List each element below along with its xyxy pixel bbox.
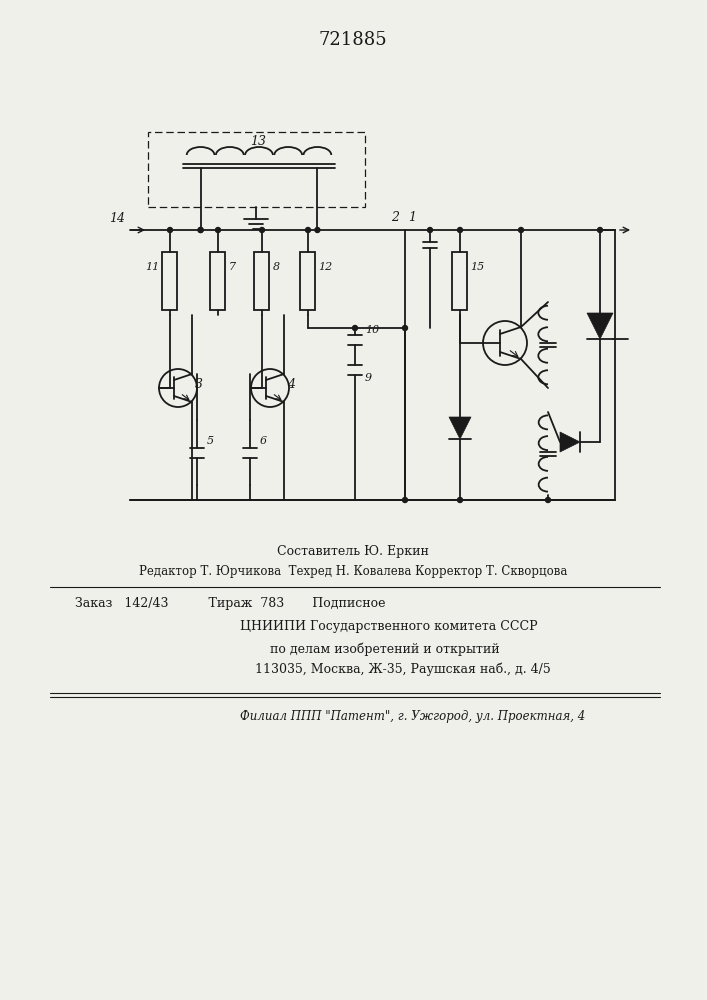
Circle shape bbox=[457, 228, 462, 232]
Text: 15: 15 bbox=[470, 261, 485, 271]
Circle shape bbox=[428, 228, 433, 232]
Text: 12: 12 bbox=[318, 261, 333, 271]
Circle shape bbox=[198, 228, 203, 232]
Text: по делам изобретений и открытий: по делам изобретений и открытий bbox=[270, 642, 500, 656]
Text: 5: 5 bbox=[207, 436, 214, 446]
Text: 11: 11 bbox=[145, 261, 160, 271]
Text: 6: 6 bbox=[260, 436, 267, 446]
Circle shape bbox=[597, 228, 602, 232]
Text: 9: 9 bbox=[365, 373, 372, 383]
Text: 721885: 721885 bbox=[319, 31, 387, 49]
Text: Заказ   142/43          Тираж  783       Подписное: Заказ 142/43 Тираж 783 Подписное bbox=[75, 597, 385, 610]
Text: 7: 7 bbox=[228, 261, 235, 271]
Circle shape bbox=[259, 228, 264, 232]
Circle shape bbox=[518, 228, 523, 232]
Text: 1: 1 bbox=[408, 211, 416, 224]
Text: Редактор Т. Юрчикова  Техред Н. Ковалева Корректор Т. Скворцова: Редактор Т. Юрчикова Техред Н. Ковалева … bbox=[139, 565, 567, 578]
Circle shape bbox=[168, 228, 173, 232]
Circle shape bbox=[216, 228, 221, 232]
Circle shape bbox=[402, 497, 407, 502]
Bar bbox=[255, 252, 269, 310]
Text: 8: 8 bbox=[272, 261, 280, 271]
Text: 2: 2 bbox=[391, 211, 399, 224]
Polygon shape bbox=[449, 417, 471, 439]
Circle shape bbox=[353, 326, 358, 330]
Bar bbox=[163, 252, 177, 310]
Text: Составитель Ю. Еркин: Составитель Ю. Еркин bbox=[277, 545, 429, 558]
Text: 4: 4 bbox=[287, 378, 295, 391]
Bar bbox=[148, 132, 365, 207]
Text: ЦНИИПИ Государственного комитета СССР: ЦНИИПИ Государственного комитета СССР bbox=[240, 620, 537, 633]
Bar bbox=[211, 252, 226, 310]
Text: Филиал ППП "Патент", г. Ужгород, ул. Проектная, 4: Филиал ППП "Патент", г. Ужгород, ул. Про… bbox=[240, 710, 585, 723]
Text: 13: 13 bbox=[250, 135, 266, 148]
Circle shape bbox=[198, 228, 203, 232]
Text: 10: 10 bbox=[365, 325, 379, 335]
Circle shape bbox=[305, 228, 310, 232]
Polygon shape bbox=[560, 432, 580, 452]
Text: 14: 14 bbox=[109, 212, 125, 225]
Text: 113035, Москва, Ж-35, Раушская наб., д. 4/5: 113035, Москва, Ж-35, Раушская наб., д. … bbox=[255, 663, 551, 676]
Circle shape bbox=[402, 326, 407, 330]
Circle shape bbox=[546, 497, 551, 502]
Text: 3: 3 bbox=[195, 378, 203, 391]
Bar bbox=[300, 252, 315, 310]
Circle shape bbox=[315, 228, 320, 232]
Polygon shape bbox=[587, 313, 613, 339]
Circle shape bbox=[457, 497, 462, 502]
Bar bbox=[452, 252, 467, 310]
